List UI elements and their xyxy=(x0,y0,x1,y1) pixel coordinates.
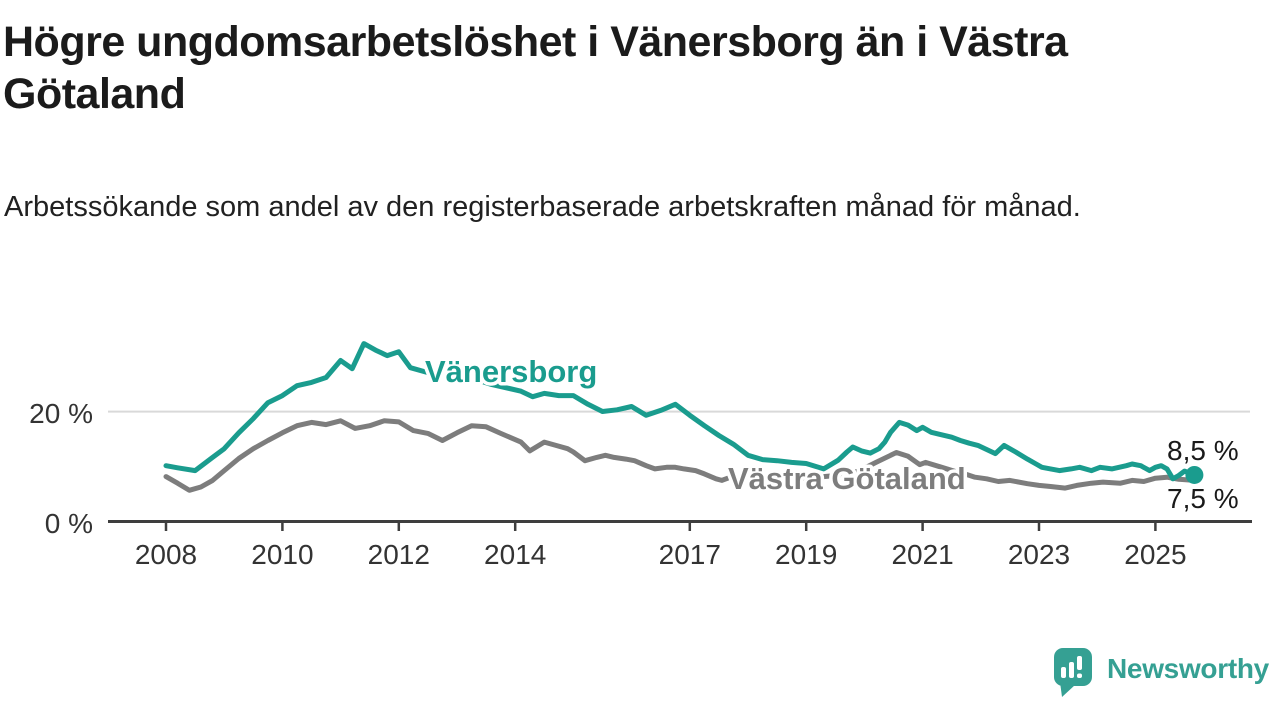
x-tick-label: 2025 xyxy=(1124,539,1186,570)
x-tick-label: 2010 xyxy=(251,539,313,570)
vanersborg-end-dot xyxy=(1185,465,1204,484)
chart-subtitle: Arbetssökande som andel av den registerb… xyxy=(4,191,1081,223)
end-value-label-vastra-gotaland: 7,5 % xyxy=(1167,483,1239,514)
series-label-vastra-gotaland: Västra Götaland xyxy=(728,461,966,496)
x-tick-label: 2021 xyxy=(891,539,953,570)
series-label-vanersborg: Vänersborg xyxy=(425,354,597,389)
x-tick-label: 2023 xyxy=(1008,539,1070,570)
x-tick-label: 2019 xyxy=(775,539,837,570)
x-axis-ticks: 2008 2010 2012 2014 2017 2019 2021 2023 2025 xyxy=(135,522,1187,570)
x-tick-label: 2017 xyxy=(659,539,721,570)
data-lines xyxy=(163,341,1197,493)
line-v-stra-g-taland xyxy=(163,418,1197,493)
end-value-label-vanersborg: 8,5 % xyxy=(1167,435,1239,466)
line-v-nersborg xyxy=(163,341,1197,482)
page-title: Högre ungdomsarbetslöshet i Vänersborg ä… xyxy=(3,18,1068,118)
x-tick-label: 2008 xyxy=(135,539,197,570)
y-axis-label-0: 0 % xyxy=(45,508,93,539)
x-tick-label: 2014 xyxy=(484,539,546,570)
y-axis-label-20: 20 % xyxy=(29,398,93,429)
newsworthy-brand: Newsworthy xyxy=(1054,648,1269,698)
x-tick-label: 2012 xyxy=(368,539,430,570)
newsworthy-logo-icon xyxy=(1054,648,1092,697)
brand-name: Newsworthy xyxy=(1107,653,1269,684)
